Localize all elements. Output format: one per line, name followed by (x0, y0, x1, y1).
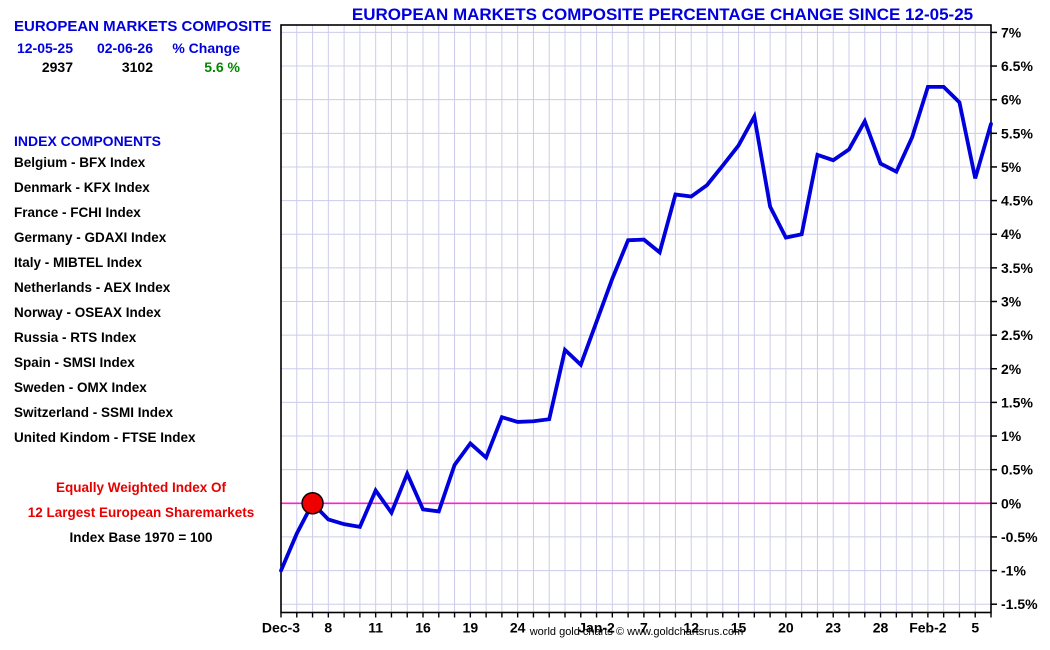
composite-series-line (279, 84, 993, 573)
x-axis-label: Feb-2 (909, 620, 947, 636)
component-item: Sweden - OMX Index (14, 380, 147, 395)
x-axis-label: 7 (640, 620, 648, 636)
chart-title: EUROPEAN MARKETS COMPOSITE PERCENTAGE CH… (351, 5, 974, 24)
value-row: 2937 3102 5.6 % (14, 59, 254, 77)
y-axis-label: 3% (1001, 293, 1022, 309)
component-item: Norway - OSEAX Index (14, 305, 162, 320)
start-value: 2937 (41, 59, 73, 75)
note-line-3: Index Base 1970 = 100 (69, 530, 213, 545)
component-item: Spain - SMSI Index (14, 355, 135, 370)
percent-change-label: % Change (172, 40, 240, 56)
y-axis-label: 1% (1001, 428, 1022, 444)
component-item: Denmark - KFX Index (14, 180, 150, 195)
component-item: Germany - GDAXI Index (14, 230, 167, 245)
x-axis-label: 24 (510, 620, 526, 636)
components-heading: INDEX COMPONENTS (14, 133, 162, 149)
x-axis-label: 12 (683, 620, 699, 636)
y-axis-label: -0.5% (1001, 529, 1038, 545)
end-value: 3102 (121, 59, 153, 75)
component-item: Belgium - BFX Index (14, 155, 146, 170)
component-item: France - FCHI Index (14, 205, 141, 220)
change-value: 5.6 % (204, 59, 240, 75)
start-date-marker (301, 492, 324, 515)
x-axis-label: 28 (873, 620, 889, 636)
component-item: Russia - RTS Index (14, 330, 137, 345)
x-axis-label: 16 (415, 620, 431, 636)
x-axis-label: 8 (324, 620, 332, 636)
y-axis-label: 2% (1001, 361, 1022, 377)
date-header-row: 12-05-25 02-06-26 % Change (14, 40, 254, 58)
plot-frame (280, 24, 992, 614)
y-axis-label: 1.5% (1001, 394, 1033, 410)
y-axis-label: 6% (1001, 92, 1022, 108)
note-line-2: 12 Largest European Sharemarkets (27, 505, 255, 520)
footer-credit: world gold charts © www.goldchartsrus.co… (529, 626, 744, 638)
y-axis-label: 2.5% (1001, 327, 1033, 343)
y-axis-label: 7% (1001, 24, 1022, 40)
component-item: Italy - MIBTEL Index (14, 255, 143, 270)
x-axis-label: 5 (971, 620, 979, 636)
y-axis-label: 0% (1001, 495, 1022, 511)
start-date-label: 12-05-25 (16, 40, 73, 56)
x-axis-label: Dec-3 (262, 620, 300, 636)
panel-title: EUROPEAN MARKETS COMPOSITE (14, 18, 272, 35)
x-axis-label: 23 (825, 620, 841, 636)
y-axis-label: 5.5% (1001, 125, 1033, 141)
y-axis-label: 4.5% (1001, 193, 1033, 209)
component-item: Netherlands - AEX Index (14, 280, 171, 295)
y-axis-label: 4% (1001, 226, 1022, 242)
y-axis-label: 5% (1001, 159, 1022, 175)
y-axis-label: -1% (1001, 563, 1026, 579)
y-axis-label: -1.5% (1001, 596, 1038, 612)
x-axis-label: 11 (368, 620, 383, 636)
note-line-1: Equally Weighted Index Of (55, 480, 227, 495)
x-axis-label: 20 (778, 620, 794, 636)
component-item: Switzerland - SSMI Index (14, 405, 174, 420)
end-date-label: 02-06-26 (96, 40, 153, 56)
component-item: United Kindom - FTSE Index (14, 430, 196, 445)
x-axis-label: Jan-2 (578, 620, 615, 636)
y-axis-label: 0.5% (1001, 462, 1033, 478)
x-axis-label: 15 (731, 620, 747, 636)
y-axis-label: 6.5% (1001, 58, 1033, 74)
x-axis-label: 19 (463, 620, 479, 636)
y-axis-label: 3.5% (1001, 260, 1033, 276)
